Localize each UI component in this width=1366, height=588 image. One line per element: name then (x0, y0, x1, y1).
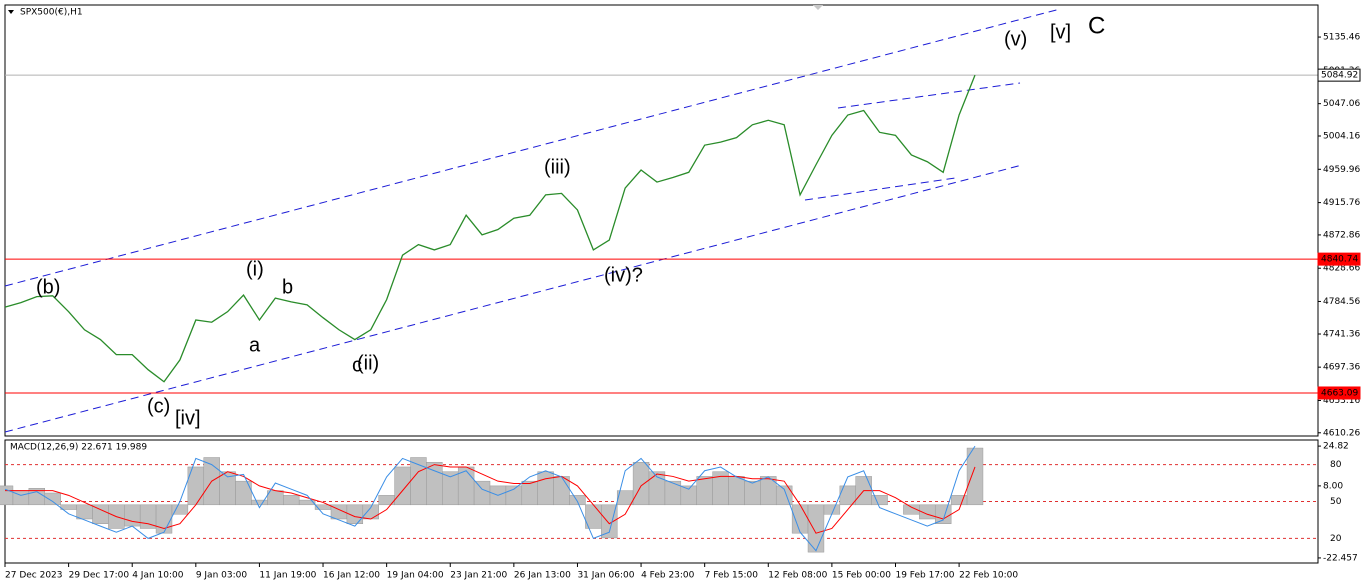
wave-label: [v] (1050, 21, 1071, 43)
y-tick-label: 8.00 (1323, 481, 1343, 491)
wave-label: (c) (147, 395, 170, 417)
y2-tick-label: 80 (1330, 460, 1342, 470)
shift-marker (813, 5, 823, 10)
macd-bar (744, 480, 761, 506)
macd-bar (966, 447, 984, 506)
y-tick-label: 4915.76 (1323, 198, 1360, 208)
price-pane (4, 4, 1319, 437)
macd-bar (807, 504, 825, 553)
macd-bar (155, 504, 173, 534)
macd-bar (934, 504, 952, 524)
macd-bar (394, 466, 411, 506)
macd-bar (728, 476, 745, 506)
x-tick-label: 15 Feb 00:00 (832, 571, 891, 581)
macd-bar (171, 504, 189, 515)
channel-upper (4, 8, 1061, 287)
wave-label: (iv)? (604, 264, 643, 286)
macd-bar (44, 492, 61, 506)
wave-label: C (1088, 12, 1105, 39)
y-tick-label: 5135.46 (1323, 33, 1360, 43)
wave-label: c (352, 354, 362, 376)
y-tick-label: 4828.66 (1323, 264, 1360, 274)
macd-bar (124, 504, 141, 527)
macd-bar (92, 504, 109, 524)
macd-bar (950, 495, 968, 506)
oscillator-line (4, 445, 976, 552)
y-tick-label: 4872.86 (1323, 230, 1360, 240)
level-label: 4663.09 (1321, 388, 1358, 398)
x-tick-label: 11 Jan 19:00 (259, 571, 316, 581)
menu-arrow (8, 10, 14, 14)
x-tick-label: 12 Feb 08:00 (768, 571, 827, 581)
macd-bar (0, 485, 14, 506)
y2-tick-label: 50 (1330, 497, 1342, 507)
macd-bar (871, 495, 888, 506)
macd-bar (473, 480, 491, 506)
macd-bar (569, 495, 586, 506)
macd-bar (601, 504, 618, 539)
x-tick-label: 26 Jan 13:00 (514, 571, 571, 581)
y-tick-label: 4784.56 (1323, 297, 1360, 307)
level-label: 4840.74 (1321, 255, 1358, 265)
y-tick-label: 4653.16 (1323, 396, 1360, 406)
x-tick-label: 9 Jan 03:00 (196, 571, 248, 581)
level-label-box (1317, 68, 1361, 82)
macd-bar (791, 504, 809, 534)
y-tick-label: 24.82 (1323, 442, 1349, 452)
wave-label: (v) (1004, 28, 1027, 50)
macd-bar (76, 504, 93, 520)
triangle-upper (837, 82, 1021, 109)
level-label-box (1317, 252, 1361, 266)
macd-bar (60, 504, 77, 510)
macd-bar (521, 480, 538, 506)
x-tick-label: 4 Feb 23:00 (641, 571, 695, 581)
y-tick-label: 4741.36 (1323, 330, 1360, 340)
x-tick-label: 7 Feb 15:00 (705, 571, 759, 581)
macd-title: MACD(12,26,9) 22.671 19.989 (10, 443, 147, 453)
macd-bar (235, 480, 252, 506)
y-tick-label: 5047.06 (1323, 99, 1360, 109)
y2-tick-label: 20 (1330, 534, 1342, 544)
macd-bar (251, 499, 268, 506)
x-tick-label: 27 Dec 2023 (5, 571, 63, 581)
wave-label: a (249, 334, 261, 356)
triangle-lower (804, 177, 956, 201)
y-tick-label: 5004.16 (1323, 131, 1360, 141)
level-label-box (1317, 386, 1361, 400)
x-tick-label: 31 Jan 06:00 (577, 571, 634, 581)
x-tick-label: 23 Jan 21:00 (450, 571, 507, 581)
trend-lines (4, 8, 1061, 433)
x-tick-label: 19 Feb 17:00 (895, 571, 954, 581)
chart-title: SPX500(€),H1 (20, 8, 83, 18)
x-tick-label: 29 Dec 17:00 (69, 571, 130, 581)
wave-label: (b) (36, 276, 60, 298)
wave-label: (ii) (357, 352, 379, 374)
y-tick-label: 4959.96 (1323, 165, 1360, 175)
y-tick-label: 4697.36 (1323, 363, 1360, 373)
channel-lower (4, 164, 1023, 433)
y-tick-label: 4610.26 (1323, 428, 1360, 438)
x-tick-label: 4 Jan 10:00 (132, 571, 184, 581)
macd-bar (283, 495, 300, 506)
macd-bar (298, 499, 316, 506)
macd-bar (553, 476, 570, 506)
macd-bar (267, 490, 284, 506)
wave-label: b (282, 276, 293, 298)
x-tick-label: 22 Feb 10:00 (959, 571, 1018, 581)
x-tick-label: 19 Jan 04:00 (387, 571, 444, 581)
macd-bar (537, 471, 554, 506)
wave-label: (iii) (544, 156, 571, 178)
x-tick-label: 16 Jan 12:00 (323, 571, 380, 581)
level-label: 5084.92 (1321, 71, 1358, 81)
price-line (4, 74, 976, 383)
y-tick-label: -22.457 (1323, 553, 1358, 563)
wave-label: (i) (246, 258, 264, 280)
macd-bar (632, 461, 650, 506)
macd-bar (696, 476, 713, 506)
wave-label: [iv] (175, 407, 201, 429)
